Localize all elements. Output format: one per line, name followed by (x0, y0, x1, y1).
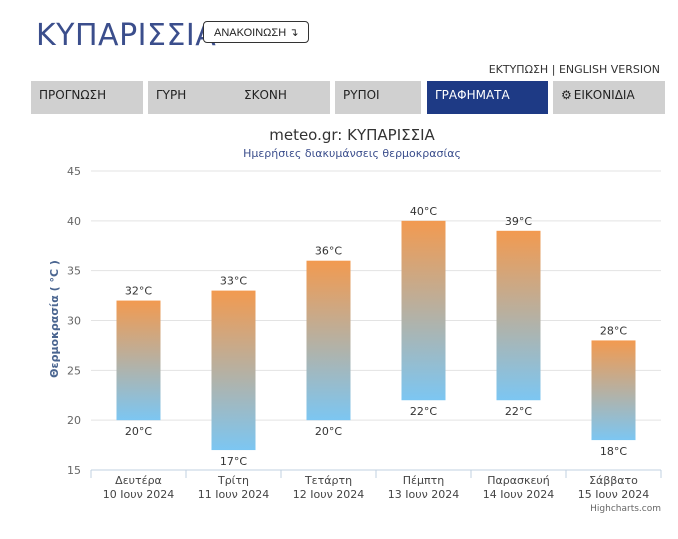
high-temp-label: 28°C (600, 324, 627, 337)
temperature-bar[interactable] (591, 340, 636, 441)
high-temp-label: 40°C (410, 205, 437, 218)
announce-button[interactable]: ΑΝΑΚΟΙΝΩΣΗ ↴ (203, 21, 310, 43)
y-tick-label: 15 (67, 464, 81, 477)
print-link[interactable]: ΕΚΤΥΠΩΣΗ (488, 63, 549, 76)
tab-dust[interactable]: ΣΚΟΝΗ (236, 81, 330, 114)
x-tick-day-label: Σάββατο (589, 474, 638, 487)
announce-label: ΑΝΑΚΟΙΝΩΣΗ (214, 27, 287, 39)
x-tick-date-label: 13 Ιουν 2024 (388, 488, 459, 501)
high-temp-label: 36°C (315, 245, 342, 258)
tab-charts[interactable]: ΓΡΑΦΗΜΑΤΑ (427, 81, 548, 114)
y-tick-label: 20 (67, 414, 81, 427)
tab-icons[interactable]: ⚙ ΕΙΚΟΝΙΔΙΑ (553, 81, 665, 114)
separator: | (551, 63, 556, 76)
english-version-link[interactable]: ENGLISH VERSION (558, 63, 660, 76)
high-temp-label: 39°C (505, 215, 532, 228)
y-tick-label: 30 (67, 315, 81, 328)
tab-label: ΣΚΟΝΗ (244, 88, 287, 102)
tab-forecast[interactable]: ΠΡΟΓΝΩΣΗ (31, 81, 143, 114)
tab-label: ΡΥΠΟΙ (343, 88, 380, 102)
low-temp-label: 22°C (505, 405, 532, 418)
top-links: ΕΚΤΥΠΩΣΗ | ENGLISH VERSION (489, 63, 660, 76)
low-temp-label: 20°C (315, 425, 342, 438)
x-tick-day-label: Παρασκευή (487, 474, 550, 487)
site-title: ΚΥΠΑΡΙΣΣΙΑ (36, 18, 217, 53)
low-temp-label: 17°C (220, 455, 247, 468)
arrow-icon: ↴ (289, 27, 299, 39)
tab-label: ΓΡΑΦΗΜΑΤΑ (435, 88, 510, 102)
temperature-bar[interactable] (401, 220, 446, 401)
temperature-bar[interactable] (116, 300, 161, 421)
y-tick-label: 35 (67, 265, 81, 278)
x-tick-date-label: 12 Ιουν 2024 (293, 488, 364, 501)
y-tick-label: 40 (67, 215, 81, 228)
tab-label: ΕΙΚΟΝΙΔΙΑ (573, 88, 635, 102)
low-temp-label: 18°C (600, 445, 627, 458)
y-tick-label: 45 (67, 165, 81, 178)
x-tick-day-label: Τρίτη (217, 474, 249, 487)
temperature-bar[interactable] (211, 290, 256, 451)
temperature-bar[interactable] (306, 260, 351, 421)
gear-icon: ⚙ (561, 88, 572, 102)
y-tick-label: 25 (67, 364, 81, 377)
x-tick-day-label: Πέμπτη (403, 474, 444, 487)
y-axis-label: Θερμοκρασία ( °C ) (48, 260, 61, 378)
x-tick-date-label: 10 Ιουν 2024 (103, 488, 174, 501)
x-tick-day-label: Τετάρτη (304, 474, 352, 487)
tab-pollutants[interactable]: ΡΥΠΟΙ (335, 81, 421, 114)
temperature-bar[interactable] (496, 230, 541, 401)
high-temp-label: 33°C (220, 275, 247, 288)
high-temp-label: 32°C (125, 285, 152, 298)
tab-label: ΠΡΟΓΝΩΣΗ (39, 88, 107, 102)
low-temp-label: 22°C (410, 405, 437, 418)
x-tick-date-label: 11 Ιουν 2024 (198, 488, 269, 501)
x-tick-date-label: 14 Ιουν 2024 (483, 488, 554, 501)
chart-title: meteo.gr: ΚΥΠΑΡΙΣΣΙΑ (269, 126, 435, 144)
low-temp-label: 20°C (125, 425, 152, 438)
chart-subtitle: Ημερήσιες διακυμάνσεις θερμοκρασίας (243, 147, 461, 160)
x-tick-day-label: Δευτέρα (115, 474, 162, 487)
tab-label: ΓΥΡΗ (156, 88, 187, 102)
main-nav: ΠΡΟΓΝΩΣΗ ΓΥΡΗ ΣΚΟΝΗ ΡΥΠΟΙ ΓΡΑΦΗΜΑΤΑ ⚙ ΕΙΚ… (31, 81, 665, 114)
credits-link[interactable]: Highcharts.com (590, 504, 661, 514)
x-tick-date-label: 15 Ιουν 2024 (578, 488, 649, 501)
